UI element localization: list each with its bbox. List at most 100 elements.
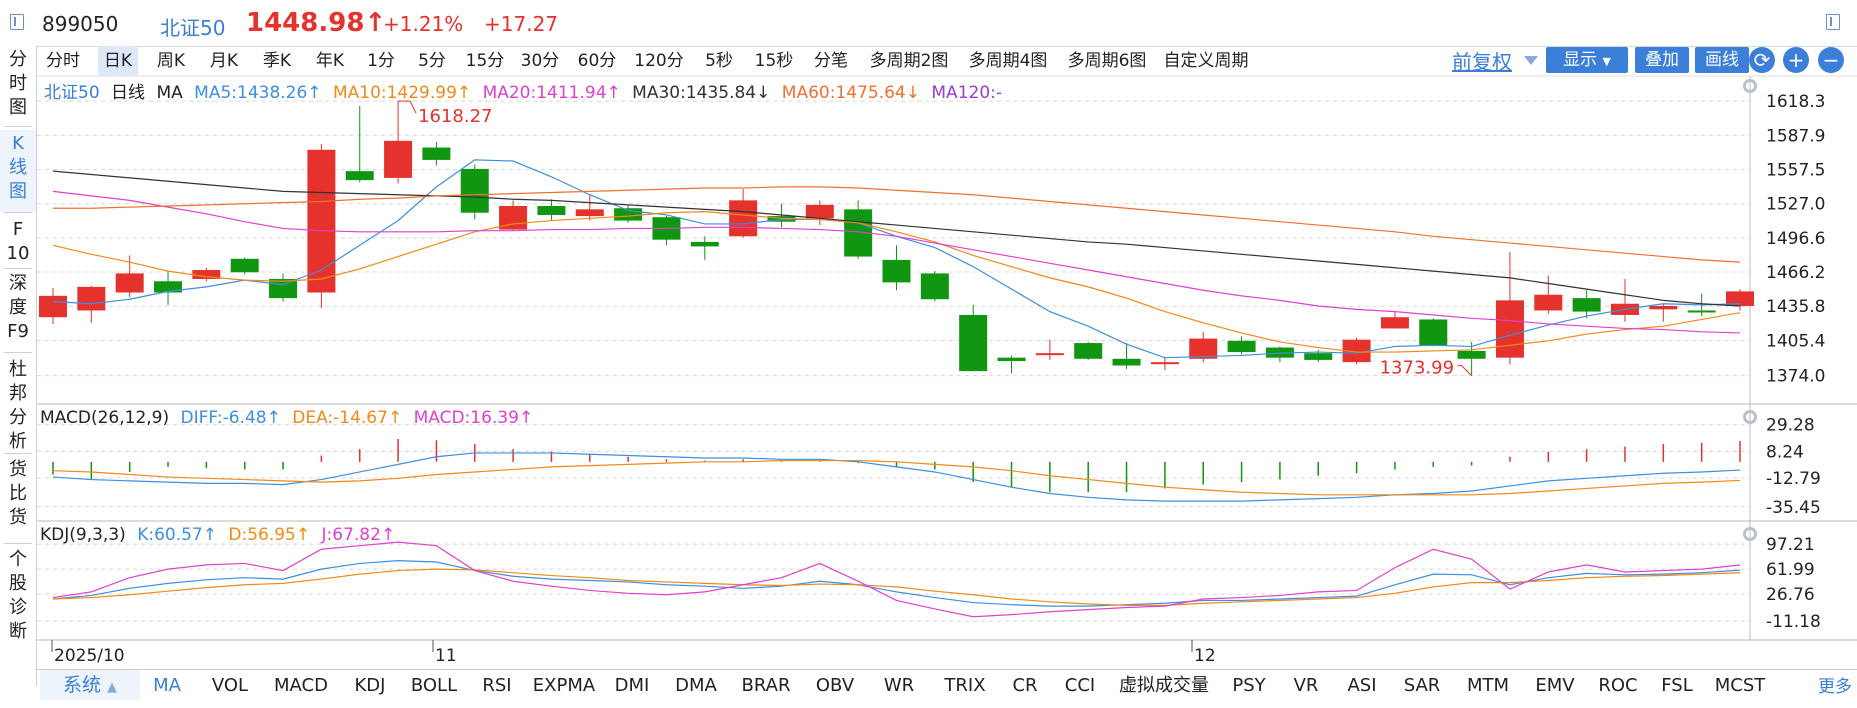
indicator-tab-17[interactable]: VR [1293, 675, 1319, 696]
indicator-tab-8[interactable]: DMA [675, 675, 717, 696]
main-y-tick: 1435.8 [1766, 297, 1825, 317]
high-annotation: 1618.27 [418, 106, 492, 127]
left-tab-0[interactable]: 分时图 [9, 49, 27, 118]
left-tab-divider [4, 352, 32, 353]
kdj-legend: KDJ(9,3,3) K:60.57↑ D:56.95↑ J:67.82↑ [40, 525, 395, 545]
indicator-tab-0[interactable]: MA [153, 675, 181, 696]
period-tab-16[interactable]: 多周期4图 [968, 51, 1048, 71]
more-button[interactable]: 更多 [1818, 677, 1852, 697]
period-tab-14[interactable]: 分笔 [814, 51, 848, 71]
indicator-tab-3[interactable]: KDJ [354, 675, 386, 696]
indicator-tab-23[interactable]: FSL [1661, 675, 1693, 696]
stock-code: 899050 [42, 12, 119, 36]
left-tab-divider [4, 453, 32, 454]
main-settings-gear-icon[interactable] [1743, 79, 1757, 93]
period-tab-8[interactable]: 15分 [465, 51, 505, 71]
legend-ma20: MA20:1411.94↑ [482, 83, 621, 103]
refresh-icon[interactable]: ⟳ [1749, 47, 1775, 73]
candle-up [1726, 291, 1754, 306]
display-button[interactable]: 显示 ▼ [1546, 47, 1628, 73]
indicator-tab-1[interactable]: VOL [211, 675, 249, 696]
left-tab-5[interactable]: 货比货 [9, 459, 27, 528]
indicator-tab-20[interactable]: MTM [1466, 675, 1510, 696]
candle-up [384, 140, 413, 178]
candle-up [1495, 300, 1524, 358]
candle-down [1112, 358, 1141, 366]
indicator-tab-9[interactable]: BRAR [741, 675, 791, 696]
stock-name[interactable]: 北证50 [160, 16, 226, 40]
draw-button[interactable]: 画线 [1695, 47, 1749, 73]
left-tab-6[interactable]: 个股诊断 [9, 549, 27, 642]
period-tab-3[interactable]: 月K [209, 51, 239, 71]
panel-toggle-right-icon[interactable] [1826, 14, 1840, 30]
indicator-tab-2[interactable]: MACD [274, 675, 328, 696]
period-tab-2[interactable]: 周K [156, 51, 186, 71]
candle-up [1534, 294, 1563, 311]
period-tab-18[interactable]: 自定义周期 [1163, 51, 1249, 71]
system-button[interactable]: 系统 ▲ [40, 670, 140, 700]
legend-period: 日线 [111, 83, 146, 103]
indicator-tab-5[interactable]: RSI [482, 675, 512, 696]
indicator-tab-14[interactable]: CCI [1064, 675, 1096, 696]
indicator-tab-7[interactable]: DMI [614, 675, 650, 696]
adjust-dropdown[interactable]: 前复权 [1452, 50, 1512, 74]
period-tab-17[interactable]: 多周期6图 [1067, 51, 1147, 71]
indicator-tab-10[interactable]: OBV [815, 675, 855, 696]
indicator-tab-21[interactable]: EMV [1535, 675, 1575, 696]
period-tab-4[interactable]: 季K [262, 51, 292, 71]
indicator-tab-6[interactable]: EXPMA [532, 675, 596, 696]
chevron-down-icon[interactable] [1524, 56, 1538, 65]
indicator-tab-18[interactable]: ASI [1347, 675, 1377, 696]
period-tab-7[interactable]: 5分 [418, 51, 446, 71]
date-label: 2025/10 [54, 646, 125, 666]
candle-down [1074, 343, 1103, 359]
overlay-button[interactable]: 叠加 [1635, 47, 1689, 73]
indicator-tab-13[interactable]: CR [1012, 675, 1038, 696]
indicator-tab-11[interactable]: WR [883, 675, 915, 696]
dea-line [52, 459, 1741, 496]
indicator-tab-19[interactable]: SAR [1403, 675, 1441, 696]
left-tab-4[interactable]: 杜邦分析 [9, 359, 27, 452]
minus-icon[interactable]: − [1818, 47, 1844, 73]
indicator-tab-16[interactable]: PSY [1232, 675, 1266, 696]
period-tab-10[interactable]: 60分 [577, 51, 617, 71]
indicator-tabs: MA VOL MACD KDJ BOLL RSI EXPMA DMI DMA BRAR OBV WR T… [37, 669, 1857, 702]
candle-down [1419, 319, 1448, 346]
period-tab-0[interactable]: 分时 [46, 51, 80, 71]
kdj-settings-gear-icon[interactable] [1743, 527, 1757, 541]
indicator-tab-15[interactable]: 虚拟成交量 [1119, 675, 1209, 696]
ma-line-ma60 [53, 186, 1741, 263]
macd-dea: DEA:-14.67↑ [292, 408, 403, 428]
period-tabs: 分时 日K 周K 月K 季K 年K 1分 5分 15分 30分 60分 120分 5秒 15秒 分笔 多周期2… [37, 46, 1857, 76]
indicator-tab-24[interactable]: MCST [1714, 675, 1766, 696]
period-tab-15[interactable]: 多周期2图 [869, 51, 949, 71]
candle-down [154, 281, 183, 293]
low-pointer [1457, 365, 1472, 377]
period-tab-9[interactable]: 30分 [520, 51, 560, 71]
panel-toggle-icon[interactable] [10, 14, 24, 30]
period-tab-11[interactable]: 120分 [634, 51, 684, 71]
macd-y-tick: 29.28 [1766, 416, 1815, 436]
indicator-tab-12[interactable]: TRIX [944, 675, 986, 696]
indicator-tab-22[interactable]: ROC [1598, 675, 1638, 696]
left-tab-3[interactable]: 深度 F9 [7, 273, 29, 342]
period-tab-6[interactable]: 1分 [367, 51, 395, 71]
main-legend: 北证50 日线 MA MA5:1438.26↑ MA10:1429.99↑ MA… [44, 78, 1002, 103]
period-tab-1[interactable]: 日K [98, 46, 138, 76]
caret-up-icon: ▲ [107, 680, 118, 695]
plus-icon[interactable]: + [1783, 47, 1809, 73]
indicator-tab-4[interactable]: BOLL [410, 675, 458, 696]
period-tab-13[interactable]: 15秒 [754, 51, 794, 71]
system-label: 系统 [62, 674, 101, 696]
period-tab-5[interactable]: 年K [315, 51, 345, 71]
main-y-tick: 1496.6 [1766, 229, 1825, 249]
macd-settings-gear-icon[interactable] [1743, 410, 1757, 424]
left-tab-2[interactable]: F 10 [6, 219, 30, 264]
candle-up [1035, 353, 1064, 356]
period-tab-12[interactable]: 5秒 [705, 51, 733, 71]
candle-down [1304, 353, 1333, 360]
candle-up [729, 200, 758, 237]
kdj-y-tick: -11.18 [1766, 612, 1821, 632]
